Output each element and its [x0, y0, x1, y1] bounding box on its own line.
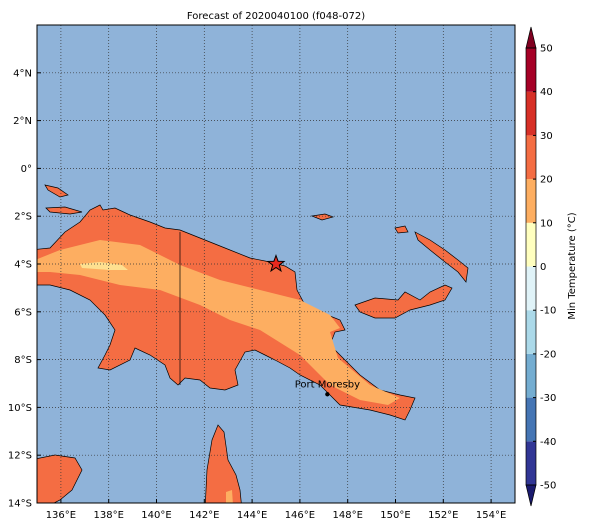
y-tick-label: 12°S: [8, 451, 32, 462]
city-marker: [325, 392, 330, 397]
colorbar-label: Min Temperature (°C): [567, 212, 578, 319]
colorbar-bin: [526, 441, 536, 485]
colorbar-tick-label: -10: [540, 306, 556, 317]
land: [37, 184, 469, 503]
island-sw: [37, 454, 83, 503]
colorbar-tick-label: -20: [540, 349, 556, 360]
x-tick-label: 154°E: [476, 510, 506, 521]
x-tick-label: 138°E: [93, 510, 123, 521]
x-tick-label: 148°E: [332, 510, 362, 521]
new-britain: [354, 284, 453, 319]
colorbar-tick-label: 50: [540, 44, 553, 55]
island-w1: [44, 184, 69, 198]
x-tick-label: 136°E: [46, 510, 76, 521]
y-tick-label: 8°S: [14, 355, 32, 366]
y-tick-label: 6°S: [14, 307, 32, 318]
colorbar-tick-label: -50: [540, 481, 556, 492]
colorbar-bin: [526, 135, 536, 180]
colorbar-bin: [526, 48, 536, 92]
colorbar-over: [525, 26, 537, 49]
y-tick-label: 4°N: [13, 68, 32, 79]
warm-band: [37, 240, 400, 405]
colorbar-tick-label: -40: [540, 437, 556, 448]
island-w2: [45, 206, 83, 215]
colorbar-under: [525, 484, 537, 507]
x-tick-label: 144°E: [237, 510, 267, 521]
colorbar-tick-label: 30: [540, 131, 553, 142]
colorbar-bin: [526, 91, 536, 136]
cape-york: [204, 424, 242, 503]
x-tick-label: 152°E: [428, 510, 458, 521]
new-ireland: [414, 231, 469, 283]
colorbar-tick-label: 10: [540, 218, 553, 229]
colorbar-bin: [526, 397, 536, 442]
colorbar-bin: [526, 266, 536, 311]
x-tick-label: 142°E: [189, 510, 219, 521]
x-tick-label: 140°E: [141, 510, 171, 521]
colorbar-tick-label: 20: [540, 175, 553, 186]
x-tick-label: 150°E: [380, 510, 410, 521]
y-tick-label: 10°S: [8, 403, 32, 414]
colorbar-bin: [526, 310, 536, 354]
y-tick-label: 0°: [21, 164, 32, 175]
new-hanover: [394, 225, 409, 234]
manus: [310, 213, 335, 221]
y-tick-label: 2°S: [14, 212, 32, 223]
y-tick-label: 2°N: [13, 116, 32, 127]
colorbar-bin: [526, 353, 536, 398]
colorbar-bin: [526, 179, 536, 223]
x-tick-label: 146°E: [285, 510, 315, 521]
city-label: Port Moresby: [295, 379, 360, 390]
colorbar-tick-label: 40: [540, 87, 553, 98]
y-tick-label: 14°S: [8, 499, 32, 510]
colorbar-tick-label: 0: [540, 262, 546, 273]
title: Forecast of 2020040100 (f048-072): [187, 11, 365, 22]
colorbar-tick-label: -30: [540, 393, 556, 404]
star-marker: [266, 254, 286, 273]
colorbar-bin: [526, 222, 536, 267]
y-tick-label: 4°S: [14, 260, 32, 271]
